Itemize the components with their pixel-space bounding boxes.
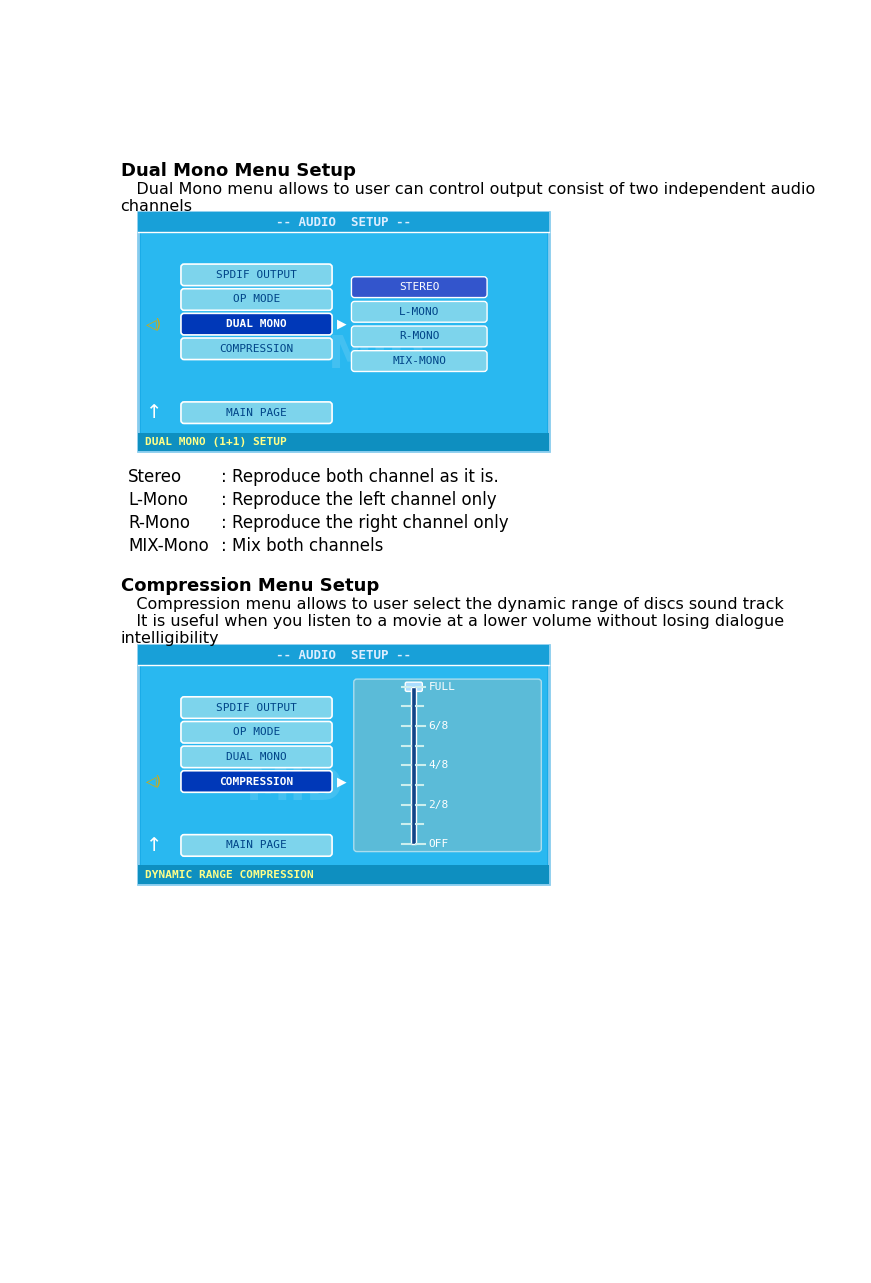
Text: ↑: ↑ — [145, 837, 162, 854]
FancyBboxPatch shape — [181, 747, 332, 767]
Text: MAIN PAGE: MAIN PAGE — [226, 408, 287, 418]
FancyBboxPatch shape — [181, 337, 332, 359]
FancyBboxPatch shape — [181, 771, 332, 793]
Bar — [138, 866, 549, 884]
Text: OP MODE: OP MODE — [233, 727, 280, 738]
FancyBboxPatch shape — [181, 835, 332, 856]
Text: L-Mono: L-Mono — [128, 491, 188, 509]
Text: MIX-MONO: MIX-MONO — [392, 357, 446, 366]
Text: Compression Menu Setup: Compression Menu Setup — [120, 577, 379, 595]
Text: : Reproduce both channel as it is.: : Reproduce both channel as it is. — [221, 468, 499, 486]
Text: OP MODE: OP MODE — [233, 295, 280, 304]
Text: Dual Mono menu allows to user can control output consist of two independent audi: Dual Mono menu allows to user can contro… — [120, 182, 814, 196]
Text: L-MONO: L-MONO — [399, 307, 440, 317]
Text: ◁): ◁) — [145, 317, 162, 331]
Text: MID: MID — [246, 766, 343, 810]
Text: COMPRESSION: COMPRESSION — [219, 776, 294, 786]
Text: SPDIF OUTPUT: SPDIF OUTPUT — [216, 269, 297, 280]
Text: : Mix both channels: : Mix both channels — [221, 538, 383, 556]
Text: intelligibility: intelligibility — [120, 631, 219, 647]
Text: DUAL MONO: DUAL MONO — [226, 319, 287, 330]
Text: Dual Mono Menu Setup: Dual Mono Menu Setup — [120, 162, 355, 180]
Text: : Reproduce the right channel only: : Reproduce the right channel only — [221, 514, 509, 532]
Text: DYNAMIC RANGE COMPRESSION: DYNAMIC RANGE COMPRESSION — [145, 870, 314, 880]
Bar — [140, 228, 547, 449]
Text: FULL: FULL — [429, 681, 456, 692]
Text: R-Mono: R-Mono — [128, 514, 190, 532]
FancyBboxPatch shape — [181, 313, 332, 335]
Text: -- AUDIO  SETUP --: -- AUDIO SETUP -- — [276, 649, 411, 662]
Bar — [138, 645, 549, 666]
FancyBboxPatch shape — [181, 402, 332, 423]
Text: channels: channels — [120, 199, 192, 214]
Text: MAIN PAGE: MAIN PAGE — [226, 840, 287, 851]
Text: ▶: ▶ — [337, 318, 347, 331]
Text: OFF: OFF — [429, 839, 449, 849]
FancyBboxPatch shape — [181, 264, 332, 286]
Bar — [138, 645, 549, 884]
Text: ▶: ▶ — [337, 775, 347, 788]
Bar — [138, 213, 549, 232]
FancyBboxPatch shape — [181, 697, 332, 718]
Text: SPDIF OUTPUT: SPDIF OUTPUT — [216, 703, 297, 712]
Text: MIX-Mono: MIX-Mono — [128, 538, 209, 556]
FancyBboxPatch shape — [352, 350, 487, 372]
Bar — [138, 213, 549, 452]
Bar — [138, 432, 549, 452]
FancyBboxPatch shape — [181, 289, 332, 310]
Text: ↑: ↑ — [145, 403, 162, 422]
Text: It is useful when you listen to a movie at a lower volume without losing dialogu: It is useful when you listen to a movie … — [120, 615, 784, 630]
FancyBboxPatch shape — [352, 277, 487, 298]
Text: ◁): ◁) — [145, 775, 162, 789]
Bar — [140, 662, 547, 881]
Text: 4/8: 4/8 — [429, 761, 449, 770]
FancyBboxPatch shape — [181, 721, 332, 743]
Text: DUAL MONO: DUAL MONO — [226, 752, 287, 762]
Text: -- AUDIO  SETUP --: -- AUDIO SETUP -- — [276, 216, 411, 228]
Text: MID: MID — [327, 334, 426, 377]
FancyBboxPatch shape — [354, 679, 541, 852]
FancyBboxPatch shape — [405, 683, 422, 692]
Text: : Reproduce the left channel only: : Reproduce the left channel only — [221, 491, 496, 509]
Text: 6/8: 6/8 — [429, 721, 449, 731]
Text: 2/8: 2/8 — [429, 799, 449, 810]
Text: COMPRESSION: COMPRESSION — [219, 344, 294, 354]
FancyBboxPatch shape — [352, 326, 487, 346]
Text: Stereo: Stereo — [128, 468, 182, 486]
Text: DUAL MONO (1+1) SETUP: DUAL MONO (1+1) SETUP — [145, 438, 287, 446]
FancyBboxPatch shape — [352, 302, 487, 322]
Text: R-MONO: R-MONO — [399, 331, 440, 341]
Text: STEREO: STEREO — [399, 282, 440, 293]
Text: Compression menu allows to user select the dynamic range of discs sound track: Compression menu allows to user select t… — [120, 598, 783, 612]
Bar — [411, 686, 416, 844]
